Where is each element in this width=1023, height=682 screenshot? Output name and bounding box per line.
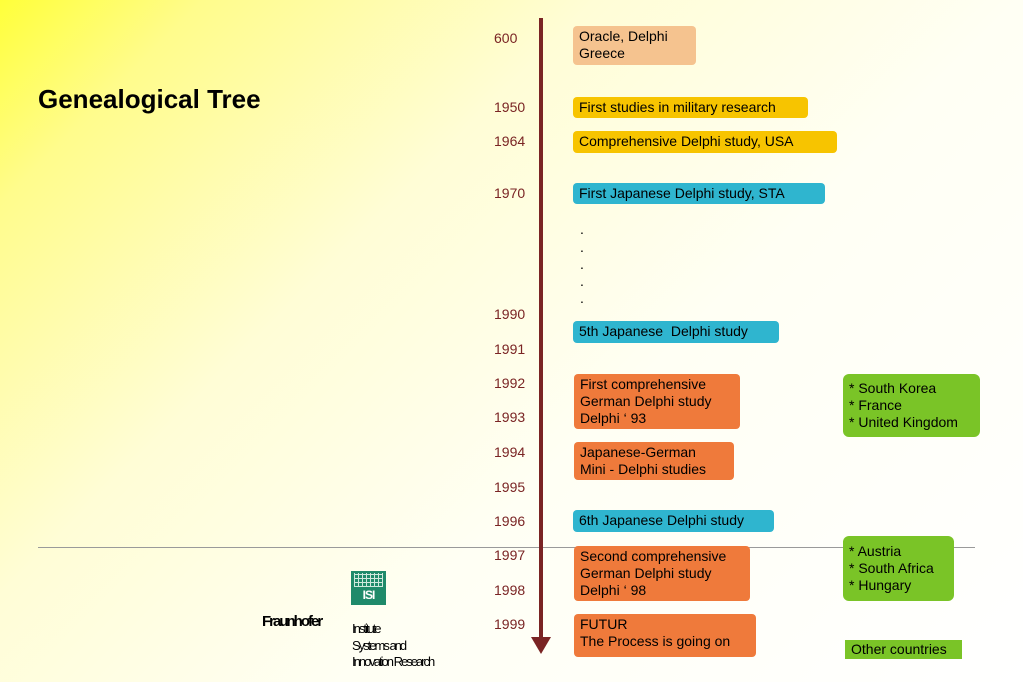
year-label: 1964 <box>494 133 526 149</box>
event-box-1964: Comprehensive Delphi study, USA <box>573 131 837 153</box>
ellipsis-dot: . <box>580 221 584 237</box>
ellipsis-dot: . <box>580 239 584 255</box>
timeline-axis <box>539 18 543 640</box>
event-box-1950: First studies in military research <box>573 97 808 118</box>
year-label: 1999 <box>494 616 526 632</box>
countries-box-other: Other countries <box>845 640 962 659</box>
year-label: 600 <box>494 30 518 46</box>
logo-isi-text: ISI <box>362 588 376 602</box>
ellipsis-dot: . <box>580 256 584 272</box>
event-box-1997: Second comprehensive German Delphi study… <box>574 546 750 601</box>
logo-grid-icon <box>354 573 383 587</box>
year-label: 1970 <box>494 185 526 201</box>
divider-line <box>38 547 975 548</box>
year-label: 1950 <box>494 99 526 115</box>
ellipsis-dot: . <box>580 290 584 306</box>
institute-line: Systems and <box>352 638 407 653</box>
page-title: Genealogical Tree <box>38 84 261 114</box>
event-box-1970: First Japanese Delphi study, STA <box>573 183 825 204</box>
year-label: 1993 <box>494 409 526 425</box>
year-label: 1995 <box>494 479 526 495</box>
timeline-arrowhead <box>531 637 551 654</box>
event-box-1990: 5th Japanese Delphi study <box>573 321 779 343</box>
event-box-1994: Japanese-German Mini - Delphi studies <box>574 442 734 480</box>
countries-box-group1: * South Korea * France * United Kingdom <box>843 374 980 437</box>
year-label: 1991 <box>494 341 526 357</box>
institute-line: Institute <box>352 621 381 636</box>
year-label: 1990 <box>494 306 526 322</box>
event-box-1992: First comprehensive German Delphi study … <box>574 374 740 429</box>
institute-line: Innovation Research <box>352 654 435 669</box>
event-box-600: Oracle, Delphi Greece <box>573 26 696 65</box>
isi-logo: ISI <box>351 571 386 605</box>
fraunhofer-logo-text: Fraunhofer <box>262 613 323 630</box>
year-label: 1997 <box>494 547 526 563</box>
countries-box-group2: * Austria * South Africa * Hungary <box>843 536 954 601</box>
event-box-1996: 6th Japanese Delphi study <box>573 510 774 532</box>
year-label: 1994 <box>494 444 526 460</box>
event-box-1999: FUTUR The Process is going on <box>574 614 756 657</box>
year-label: 1998 <box>494 582 526 598</box>
year-label: 1992 <box>494 375 526 391</box>
year-label: 1996 <box>494 513 526 529</box>
ellipsis-dot: . <box>580 273 584 289</box>
